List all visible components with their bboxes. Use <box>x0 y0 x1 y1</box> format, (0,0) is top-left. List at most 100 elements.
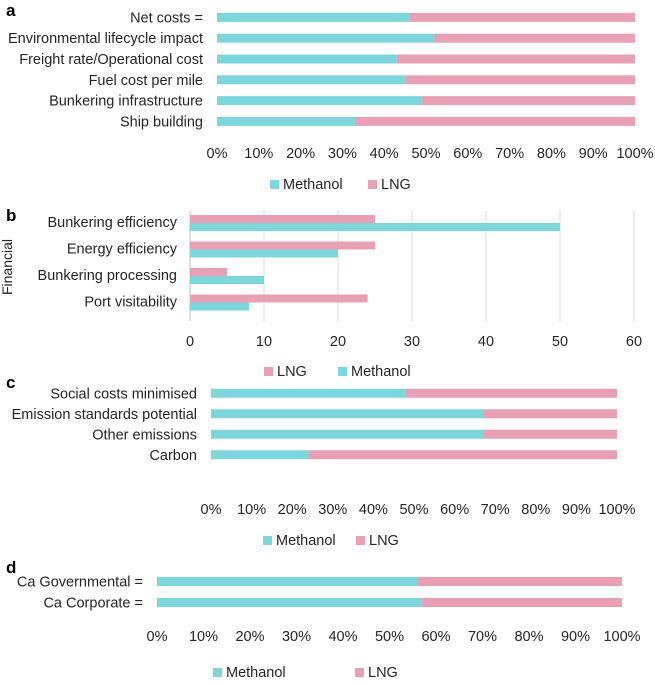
panel-letter-a: a <box>6 1 16 20</box>
x-tick-label: 60% <box>440 502 469 518</box>
bar-lng <box>190 268 227 276</box>
x-tick-label: 60 <box>626 334 642 350</box>
bar-segment-lng <box>483 409 617 419</box>
panel-letter-d: d <box>6 558 16 577</box>
category-label: Fuel cost per mile <box>89 73 203 89</box>
category-label: Emission standards potential <box>12 407 197 423</box>
bar-methanol <box>190 302 250 311</box>
x-tick-label: 10% <box>189 629 218 645</box>
x-tick-label: 90% <box>562 502 591 518</box>
x-tick-label: 70% <box>481 502 510 518</box>
x-tick-label: 20 <box>330 334 346 350</box>
x-tick-label: 50% <box>399 502 428 518</box>
x-tick-label: 10% <box>237 502 266 518</box>
category-label: Social costs minimised <box>50 386 197 402</box>
bar-segment-methanol <box>157 598 423 607</box>
bar-segment-lng <box>434 33 635 43</box>
category-label: Freight rate/Operational cost <box>19 52 203 68</box>
bar-segment-methanol <box>211 429 484 439</box>
x-tick-label: 40% <box>328 629 357 645</box>
bar-methanol <box>190 249 338 258</box>
category-label: Ship building <box>120 114 203 130</box>
x-tick-label: 30% <box>282 629 311 645</box>
bar-segment-methanol <box>211 388 406 398</box>
x-tick-label: 60% <box>453 146 482 162</box>
bar-lng <box>190 241 375 250</box>
legend-label: Methanol <box>283 177 343 193</box>
x-tick-label: 90% <box>579 146 608 162</box>
x-tick-label: 0% <box>147 629 168 645</box>
legend-swatch-lng <box>264 367 273 376</box>
bar-segment-lng <box>483 429 617 439</box>
bar-segment-lng <box>405 388 617 398</box>
bar-segment-methanol <box>217 33 435 43</box>
category-label: Environmental lifecycle impact <box>8 31 203 47</box>
bar-segment-methanol <box>157 577 418 586</box>
x-tick-label: 0% <box>207 146 228 162</box>
bar-segment-lng <box>354 116 635 126</box>
legend-label: Methanol <box>226 665 286 681</box>
bar-segment-methanol <box>217 96 422 106</box>
x-tick-label: 30% <box>328 146 357 162</box>
bar-segment-lng <box>405 75 635 85</box>
bar-lng <box>190 215 375 223</box>
legend-label: LNG <box>369 533 399 549</box>
bar-methanol <box>190 223 560 231</box>
x-tick-label: 30 <box>404 334 420 350</box>
x-tick-label: 20% <box>235 629 264 645</box>
panel-letter-b: b <box>6 206 16 225</box>
bar-segment-methanol <box>217 116 355 126</box>
bar-lng <box>190 294 368 303</box>
category-label: Net costs = <box>130 10 203 26</box>
legend-label: LNG <box>368 665 398 681</box>
x-tick-label: 100% <box>598 502 635 518</box>
x-tick-label: 30% <box>318 502 347 518</box>
x-tick-label: 50 <box>552 334 568 350</box>
legend-label: LNG <box>381 177 411 193</box>
x-tick-label: 10% <box>244 146 273 162</box>
legend-swatch-lng <box>356 536 365 545</box>
x-tick-label: 20% <box>286 146 315 162</box>
category-label: Bunkering infrastructure <box>49 94 203 110</box>
panel-letter-c: c <box>6 373 15 392</box>
x-tick-label: 50% <box>375 629 404 645</box>
legend-label: Methanol <box>276 533 336 549</box>
bar-segment-lng <box>308 450 617 460</box>
y-axis-label: Financial <box>0 239 15 295</box>
category-label: Carbon <box>149 448 197 464</box>
legend-swatch-lng <box>368 180 377 189</box>
category-label: Bunkering processing <box>38 268 177 284</box>
legend-swatch-methanol <box>338 367 347 376</box>
bar-segment-methanol <box>211 409 484 419</box>
x-tick-label: 100% <box>616 146 653 162</box>
x-tick-label: 80% <box>537 146 566 162</box>
x-tick-label: 80% <box>521 502 550 518</box>
bar-segment-lng <box>409 12 635 22</box>
bar-methanol <box>190 276 264 284</box>
bar-segment-lng <box>396 54 635 64</box>
bar-segment-lng <box>417 577 622 586</box>
x-tick-label: 0% <box>201 502 222 518</box>
bar-segment-lng <box>421 96 635 106</box>
legend-swatch-methanol <box>263 536 272 545</box>
category-label: Bunkering efficiency <box>47 215 177 231</box>
category-label: Port visitability <box>84 295 177 311</box>
bar-segment-lng <box>422 598 622 607</box>
category-label: Ca Corporate = <box>43 596 143 612</box>
x-tick-label: 0 <box>186 334 194 350</box>
bar-segment-methanol <box>211 450 309 460</box>
x-tick-label: 20% <box>278 502 307 518</box>
category-label: Energy efficiency <box>67 242 178 258</box>
bar-segment-methanol <box>217 75 406 85</box>
x-tick-label: 90% <box>561 629 590 645</box>
x-tick-label: 70% <box>468 629 497 645</box>
legend-label: Methanol <box>351 364 411 380</box>
legend-swatch-lng <box>355 668 364 677</box>
x-tick-label: 40% <box>370 146 399 162</box>
x-tick-label: 40% <box>359 502 388 518</box>
x-tick-label: 50% <box>411 146 440 162</box>
bar-segment-methanol <box>217 54 397 64</box>
category-label: Other emissions <box>92 427 197 443</box>
bar-segment-methanol <box>217 12 410 22</box>
